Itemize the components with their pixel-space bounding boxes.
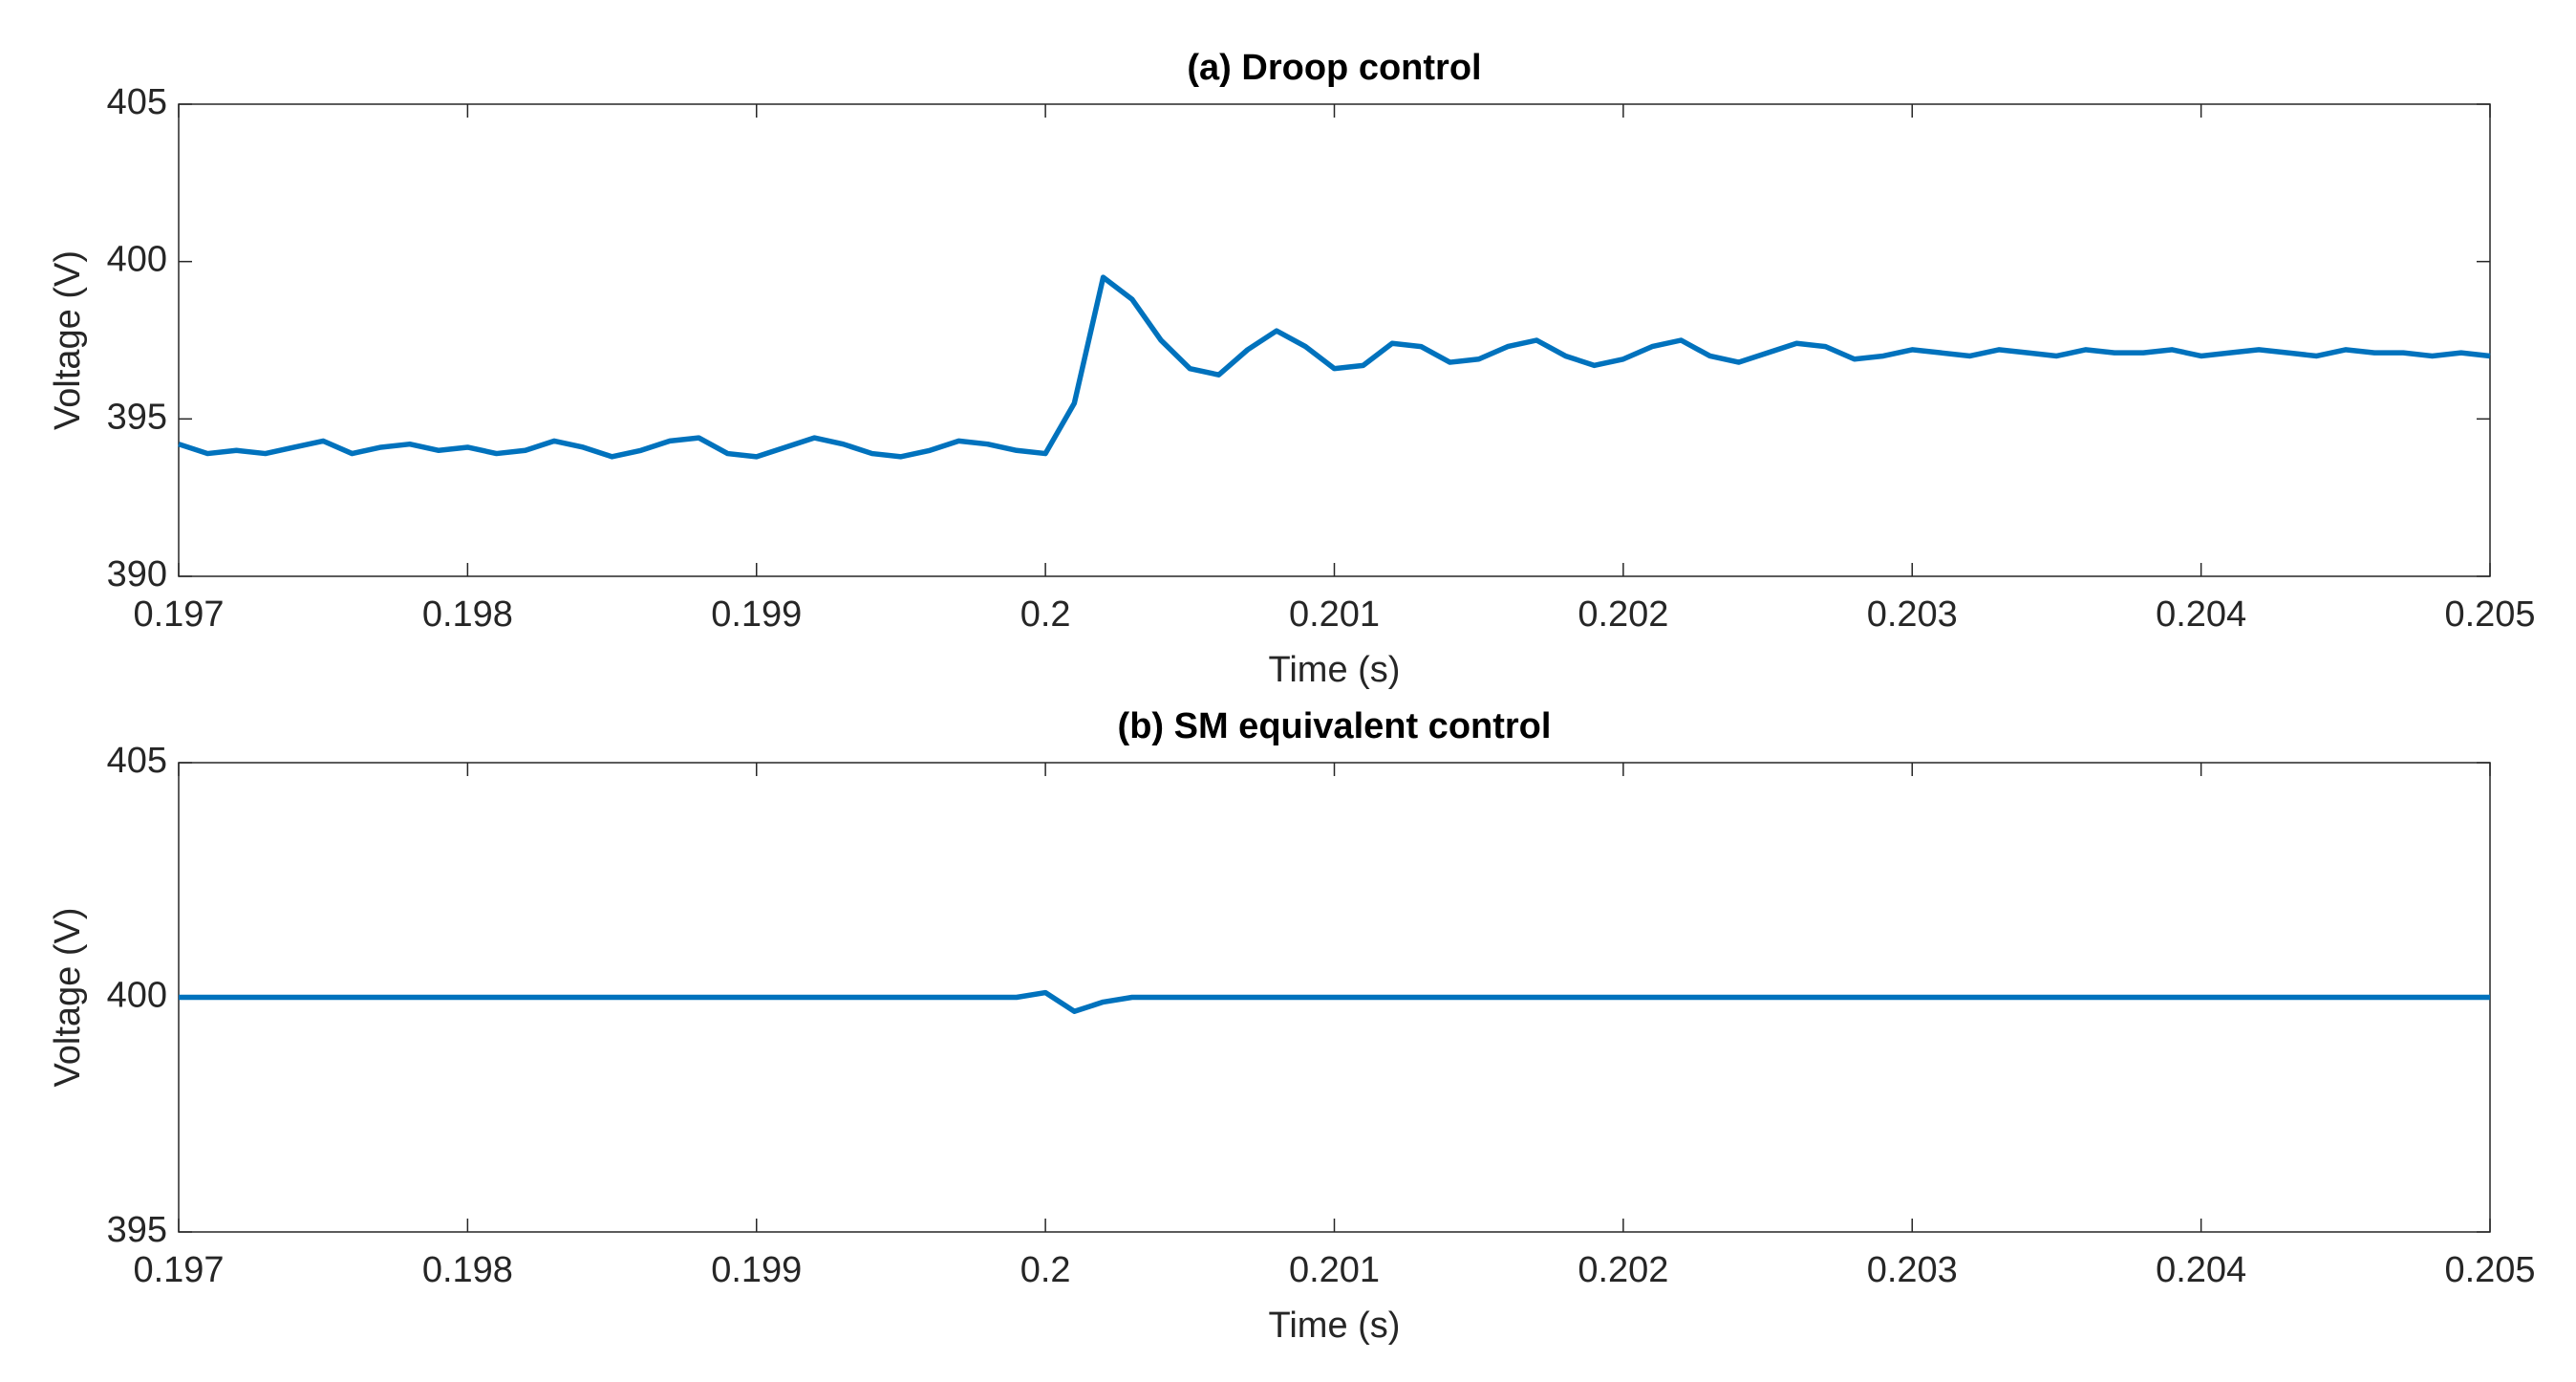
- y-axis-label: Voltage (V): [48, 908, 88, 1088]
- y-tick-label: 395: [107, 1210, 167, 1250]
- y-tick-label: 405: [107, 82, 167, 122]
- y-axis-label: Voltage (V): [48, 250, 88, 430]
- x-tick-label: 0.199: [711, 1250, 802, 1290]
- y-tick-label: 395: [107, 397, 167, 437]
- y-tick-label: 390: [107, 554, 167, 594]
- x-tick-label: 0.201: [1289, 1250, 1380, 1290]
- plot-area: [178, 103, 2491, 577]
- y-tick-label: 405: [107, 741, 167, 781]
- x-tick-label: 0.202: [1578, 1250, 1668, 1290]
- x-axis-label: Time (s): [1269, 650, 1401, 690]
- y-tick-label: 400: [107, 976, 167, 1016]
- x-tick-label: 0.202: [1578, 594, 1668, 635]
- x-tick-label: 0.2: [1020, 594, 1071, 635]
- chart-title: (b) SM equivalent control: [1118, 706, 1552, 746]
- x-tick-label: 0.204: [2156, 594, 2246, 635]
- x-tick-label: 0.2: [1020, 1250, 1071, 1290]
- x-tick-label: 0.205: [2444, 594, 2535, 635]
- x-tick-label: 0.198: [422, 1250, 513, 1290]
- data-line: [178, 274, 2491, 460]
- x-axis-label: Time (s): [1269, 1306, 1401, 1346]
- y-tick-label: 400: [107, 240, 167, 280]
- x-tick-label: 0.205: [2444, 1250, 2535, 1290]
- x-tick-label: 0.197: [133, 594, 224, 635]
- chart-title: (a) Droop control: [1187, 48, 1481, 88]
- x-tick-label: 0.203: [1867, 1250, 1958, 1290]
- x-tick-label: 0.203: [1867, 594, 1958, 635]
- x-tick-label: 0.197: [133, 1250, 224, 1290]
- x-tick-label: 0.199: [711, 594, 802, 635]
- data-line: [179, 989, 2490, 1014]
- x-tick-label: 0.198: [422, 594, 513, 635]
- x-tick-label: 0.201: [1289, 594, 1380, 635]
- x-tick-label: 0.204: [2156, 1250, 2246, 1290]
